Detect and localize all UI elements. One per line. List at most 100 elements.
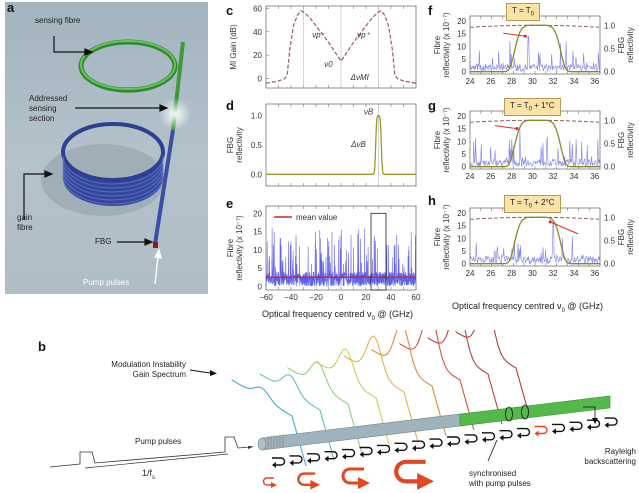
label-pump-pulses: Pump pulses: [83, 278, 130, 287]
panel-label-h: h: [428, 193, 436, 208]
backscatter-arrowhead: [569, 426, 574, 433]
chart-f-xtick: 36: [590, 77, 599, 86]
backscatter-arrowhead: [359, 451, 364, 458]
red-gain-arrow: [262, 477, 274, 486]
backscatter-arrowhead: [587, 424, 591, 431]
backscatter-arrowhead: [272, 462, 276, 468]
chart-h-ytick-left: 5: [462, 247, 467, 256]
chart-g-xtick: 24: [466, 172, 475, 181]
chart-c-ylabel: MI Gain (dB): [229, 24, 238, 70]
pump-pulse-trace: [49, 436, 251, 468]
charts-canvas: 0 20 40 60 MI Gain (dB) νp⁻ νp⁺ ν0 ΔνMI 0.0 0.5 1.0…: [226, 4, 635, 302]
red-gain-arrow: [297, 472, 316, 486]
backscatter-arrowhead: [447, 441, 451, 447]
chart-g-ytick-right: 0.0: [604, 163, 616, 172]
backscatter-arrowhead: [499, 434, 504, 441]
chart-h-ylabel-right: FBGreflectivity: [617, 219, 635, 255]
chart-d-ytick: 0.5: [251, 141, 263, 150]
chart-d-frame: [265, 103, 417, 187]
backscatter-arrowhead: [412, 445, 416, 452]
mi-arrowhead: [210, 370, 217, 376]
red-gain-arrow: [394, 459, 426, 484]
chart-g-ylabel-left: Fibrereflectivity (x 10⁻⁷): [433, 107, 451, 173]
chart-g-ytick-left: 10: [457, 137, 466, 146]
chart-h-ytick-right: 1.0: [604, 213, 616, 222]
chart-e-ytick: 10: [253, 246, 262, 255]
chart-c-annot-vp-plus: νp⁺: [357, 31, 370, 40]
label-gain-fibre: gain fibre: [17, 213, 33, 232]
rayleigh-arrowhead: [592, 418, 598, 424]
chart-h-ytick-right: 0.5: [604, 236, 616, 245]
chart-e-legend-text: mean value: [296, 213, 338, 222]
chart-h-xtick: 24: [466, 269, 475, 278]
temp-box-h: T = T0 + 2°C: [504, 195, 561, 213]
backscatter-arrowhead: [464, 438, 469, 445]
panel-label-d: d: [226, 98, 234, 113]
label-rayleigh: Rayleigh backscattering: [584, 447, 636, 466]
panel-label-a: a: [7, 0, 15, 15]
chart-h-ytick-left: 20: [457, 209, 466, 218]
chart-g-xtick: 36: [590, 172, 599, 181]
chart-f-ylabel-right: FBGreflectivity: [617, 27, 635, 63]
chart-g-red-arrow: [494, 125, 517, 130]
chart-f-xtick: 24: [466, 77, 475, 86]
chart-h-ytick-left: 15: [457, 222, 466, 231]
chart-e-zoom-box: [370, 212, 387, 291]
chart-c-mi-gain-line: [265, 9, 417, 84]
panel-label-b: b: [38, 339, 46, 354]
chart-h-xtick: 34: [570, 269, 579, 278]
chart-c-annot-dv: ΔνMI: [350, 73, 370, 82]
chart-h-ytick-right: 0.0: [604, 260, 616, 269]
chart-c: 0 20 40 60 MI Gain (dB) νp⁻ νp⁺ ν0 ΔνMI: [229, 4, 417, 89]
chart-g-ytick-left: 0: [462, 162, 467, 171]
section-marker-ring: [521, 404, 529, 420]
red-gain-arrowhead: [271, 482, 277, 488]
chart-g-xtick: 28: [507, 172, 516, 181]
chart-e-xtick: 0: [339, 293, 344, 302]
backscatter-arrow: [569, 421, 583, 430]
mi-spectrum-curve: [371, 330, 447, 437]
chart-f-ytick-right: 0.5: [604, 44, 616, 53]
chart-h-xtick: 32: [549, 269, 558, 278]
chart-e-xtick: −60: [259, 293, 273, 302]
label-addressed-section: Addressed sensing section: [29, 94, 68, 123]
chart-h-reflectivity-line: [469, 221, 601, 265]
chart-f-ytick-left: 0: [462, 67, 467, 76]
chart-g-ytick-left: 15: [457, 125, 466, 134]
chart-d-annot-vb: νB: [364, 108, 374, 117]
fibre-grey-segment: [261, 413, 461, 451]
chart-e-xtick: −20: [309, 293, 323, 302]
chart-h-xtick: 36: [590, 269, 599, 278]
backscatter-arrowhead: [307, 457, 311, 464]
glow-spot: [159, 98, 191, 130]
label-fbg: FBG: [95, 237, 112, 246]
backscatter-arrow: [499, 430, 513, 439]
chart-f-ytick-left: 10: [457, 42, 466, 51]
backscatter-arrow: [447, 436, 461, 445]
chart-f-reflectivity-line: [469, 35, 601, 73]
chart-f-xtick: 34: [570, 77, 579, 86]
chart-g-xtick: 34: [570, 172, 579, 181]
backscatter-arrow: [377, 444, 391, 454]
backscatter-arrow: [412, 440, 426, 449]
backscatter-arrow: [307, 453, 321, 462]
chart-g-ylabel-right: FBGreflectivity: [617, 122, 635, 158]
chart-d-annot-dvb: ΔνB: [350, 140, 366, 149]
gain-fibre-coil: [61, 122, 165, 206]
chart-f-ytick-right: 0.0: [604, 68, 616, 77]
chart-f-ytick-right: 1.0: [604, 21, 616, 30]
label-mi-gain-spectrum: Modulation Instability Gain Spectrum: [111, 360, 186, 379]
backscatter-arrow: [482, 432, 496, 441]
chart-f-xtick: 26: [486, 77, 495, 86]
label-period: 1/fs: [142, 468, 156, 481]
chart-g-ytick-right: 1.0: [604, 116, 616, 125]
x-axis-label-h: Optical frequency centred ν0 @ (GHz): [452, 301, 604, 314]
chart-f: 0 5 10 15 20 0.0 0.5 1.0 24 26 28 30 32 34 36 Fibrerefl…: [433, 12, 635, 86]
chart-g-ytick-right: 0.5: [604, 139, 616, 148]
panel-label-f: f: [428, 3, 433, 18]
temp-box-f: T = T0: [506, 3, 540, 21]
mi-spectrum-curve: [427, 330, 503, 425]
chart-f-ytick-left: 5: [462, 55, 467, 64]
label-sensing-fibre: sensing fibre: [35, 16, 81, 25]
panel-label-g: g: [428, 98, 436, 113]
